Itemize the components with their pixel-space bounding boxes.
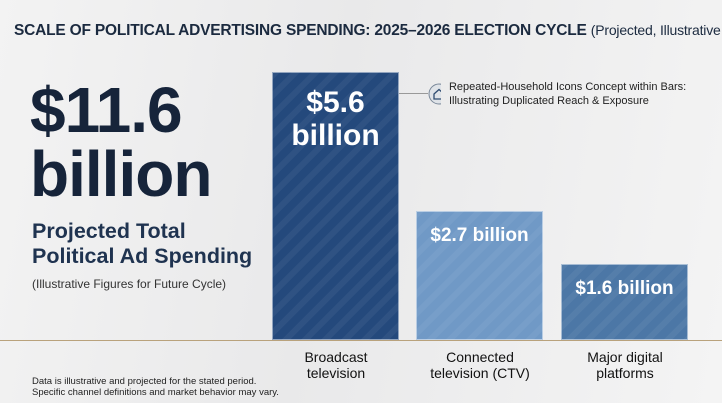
title-row: SCALE OF POLITICAL ADVERTISING SPENDING:… <box>14 22 722 40</box>
bar: $1.6 billion <box>561 263 688 340</box>
bar: $2.7 billion <box>416 210 543 340</box>
annotation: Repeated-Household Icons Concept within … <box>428 80 708 108</box>
value-label: $2.7 billion <box>430 224 529 246</box>
headline-note: (Illustrative Figures for Future Cycle) <box>32 277 227 291</box>
headline: $11.6 billion <box>30 74 212 210</box>
x-tick-label: Connected television (CTV) <box>430 349 530 381</box>
headline-caption: Projected Total Political Ad Spending <box>32 219 253 268</box>
x-tick-label: Broadcast television <box>304 349 368 381</box>
baseline <box>0 340 722 341</box>
footnote: Data is illustrative and projected for t… <box>32 376 279 398</box>
x-tick-label: Major digital platforms <box>587 349 663 381</box>
annotation-text: Repeated-Household Icons Concept within … <box>448 81 687 107</box>
chart-subtitle: (Projected, Illustrative Data) <box>590 22 722 38</box>
value-label: $5.6 billion <box>291 86 380 153</box>
chart-title: SCALE OF POLITICAL ADVERTISING SPENDING:… <box>14 22 587 39</box>
annotation-icon <box>428 83 441 105</box>
annotation-leader <box>398 93 428 94</box>
value-label: $1.6 billion <box>575 277 674 299</box>
bar: $5.6 billion <box>272 72 399 340</box>
